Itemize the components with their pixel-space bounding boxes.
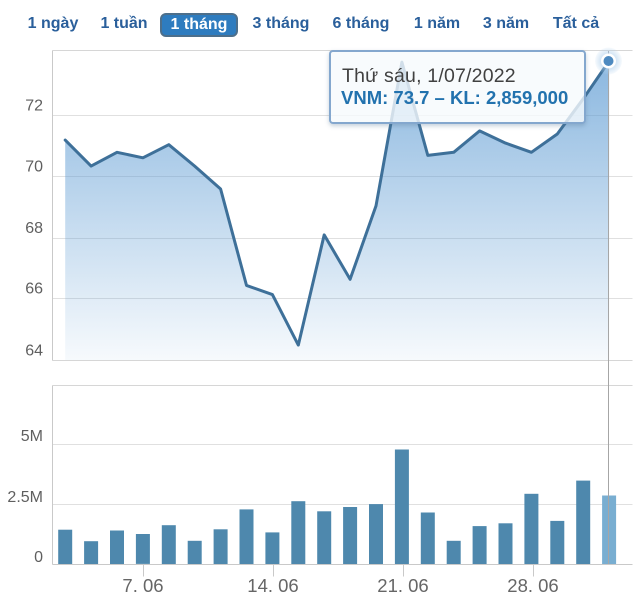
svg-text:28. 06: 28. 06 bbox=[507, 575, 558, 596]
svg-text:66: 66 bbox=[25, 281, 43, 298]
svg-text:5M: 5M bbox=[21, 428, 43, 445]
svg-text:14. 06: 14. 06 bbox=[247, 575, 298, 596]
svg-text:70: 70 bbox=[25, 159, 43, 176]
svg-text:21. 06: 21. 06 bbox=[377, 575, 428, 596]
svg-text:2.5M: 2.5M bbox=[7, 489, 43, 506]
svg-text:0: 0 bbox=[34, 549, 43, 566]
svg-text:68: 68 bbox=[25, 220, 43, 237]
svg-text:72: 72 bbox=[25, 97, 43, 114]
svg-text:7. 06: 7. 06 bbox=[122, 575, 163, 596]
svg-text:64: 64 bbox=[25, 342, 43, 359]
